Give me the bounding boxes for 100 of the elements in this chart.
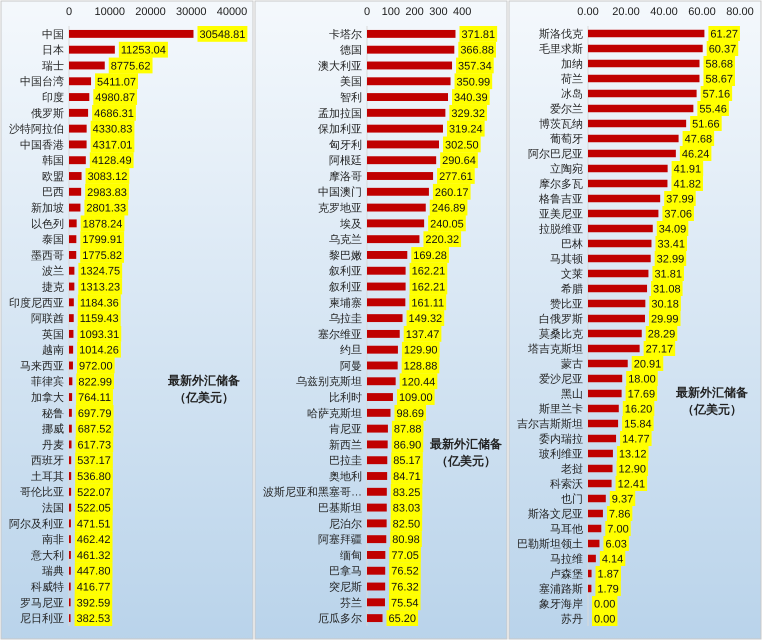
bar: [367, 266, 406, 275]
y-tick-label: 比利时: [329, 391, 362, 404]
y-tick-label: 新西兰: [329, 438, 362, 452]
y-tick-label: 赞比亚: [550, 297, 583, 310]
bar: [367, 488, 387, 496]
data-label: 7.00: [607, 524, 629, 536]
y-tick-label: 亚美尼亚: [539, 207, 583, 220]
data-label: 1799.91: [82, 234, 122, 246]
bar: [588, 224, 653, 232]
y-tick-label: 立陶宛: [550, 162, 583, 176]
y-tick-label: 马其顿: [550, 252, 583, 266]
bar: [588, 194, 660, 202]
data-label: 1324.75: [80, 266, 120, 278]
y-tick-label: 约旦: [340, 344, 362, 357]
bar: [588, 450, 613, 458]
annotation: （亿美元）: [682, 402, 742, 416]
bar: [69, 108, 88, 117]
data-label: 392.59: [76, 597, 110, 610]
data-label: 82.50: [392, 518, 420, 530]
bar: [367, 614, 383, 622]
data-label: 31.81: [654, 268, 682, 280]
bar: [588, 524, 602, 532]
data-label: 0.00: [594, 614, 616, 626]
y-tick-label: 莫桑比克: [539, 327, 583, 340]
y-tick-label: 摩尔多瓦: [539, 177, 583, 190]
data-label: 61.27: [710, 28, 738, 40]
y-tick-label: 法国: [42, 502, 64, 515]
annotation: 最新外汇储备: [167, 374, 240, 388]
bar: [69, 62, 105, 70]
y-tick-label: 玻利维亚: [539, 447, 583, 460]
data-label: 1159.43: [80, 313, 119, 326]
bar: [367, 393, 393, 401]
bar: [588, 434, 616, 442]
y-tick-label: 哈萨克斯坦: [307, 406, 362, 420]
bar: [367, 219, 424, 228]
bar: [367, 282, 406, 290]
bar: [588, 164, 668, 172]
data-label: 972.00: [78, 360, 113, 372]
annotation: 最新外汇储备: [429, 436, 502, 451]
y-tick-label: 斯里兰卡: [539, 402, 583, 416]
y-tick-label: 厄瓜多尔: [318, 612, 362, 626]
bar: [367, 140, 439, 148]
bar: [69, 235, 76, 244]
y-tick-label: 格鲁吉亚: [538, 192, 583, 206]
bar: [588, 60, 700, 68]
bar: [69, 188, 82, 196]
x-tick-label: 40000: [216, 6, 248, 18]
data-label: 522.07: [77, 486, 111, 499]
data-label: 416.77: [76, 582, 110, 594]
data-label: 462.42: [76, 534, 111, 546]
bar: [69, 46, 115, 54]
data-label: 75.54: [390, 597, 419, 610]
bar: [588, 210, 658, 218]
bar: [588, 570, 592, 578]
data-label: 290.64: [442, 155, 476, 168]
y-tick-label: 科索沃: [550, 477, 583, 490]
bar: [69, 124, 87, 133]
bar: [69, 298, 74, 306]
data-label: 12.90: [618, 464, 646, 476]
data-label: 1.87: [598, 568, 619, 580]
y-tick-label: 西班牙: [31, 454, 64, 468]
y-tick-label: 巴拉圭: [329, 454, 362, 468]
data-label: 17.69: [628, 388, 656, 400]
bar: [367, 156, 436, 164]
bar: [588, 30, 704, 38]
y-tick-label: 巴拿马: [329, 564, 362, 578]
y-tick-label: 葡萄牙: [550, 132, 583, 146]
y-tick-label: 秘鲁: [42, 408, 64, 420]
data-label: 32.99: [656, 254, 684, 266]
bar: [367, 235, 420, 244]
data-label: 1.79: [597, 584, 619, 596]
y-tick-label: 阿曼: [340, 360, 362, 372]
data-label: 340.39: [454, 92, 488, 104]
data-label: 447.80: [76, 566, 110, 578]
data-label: 302.50: [444, 139, 479, 152]
data-label: 1775.82: [82, 250, 122, 262]
data-label: 1878.24: [82, 218, 122, 230]
bar: [588, 344, 640, 352]
y-tick-label: 突尼斯: [329, 580, 362, 594]
bar: [367, 362, 398, 370]
y-tick-label: 马来西亚: [20, 359, 64, 372]
data-label: 1184.36: [80, 297, 119, 310]
data-label: 14.77: [622, 434, 650, 446]
bar: [69, 362, 73, 370]
data-label: 77.05: [391, 550, 419, 562]
data-label: 382.53: [76, 613, 110, 626]
data-label: 60.37: [708, 44, 736, 56]
bar: [588, 180, 668, 188]
bar: [588, 420, 618, 428]
bar: [367, 472, 388, 480]
data-label: 12.41: [618, 478, 646, 490]
data-label: 128.88: [404, 360, 438, 372]
bar: [588, 510, 603, 518]
x-tick-label: 20000: [135, 6, 166, 18]
bar: [367, 251, 408, 259]
y-tick-label: 瑞典: [42, 564, 64, 578]
bar: [69, 393, 72, 401]
y-tick-label: 哥伦比亚: [20, 486, 64, 499]
data-label: 18.00: [628, 374, 656, 386]
bar: [367, 535, 386, 544]
